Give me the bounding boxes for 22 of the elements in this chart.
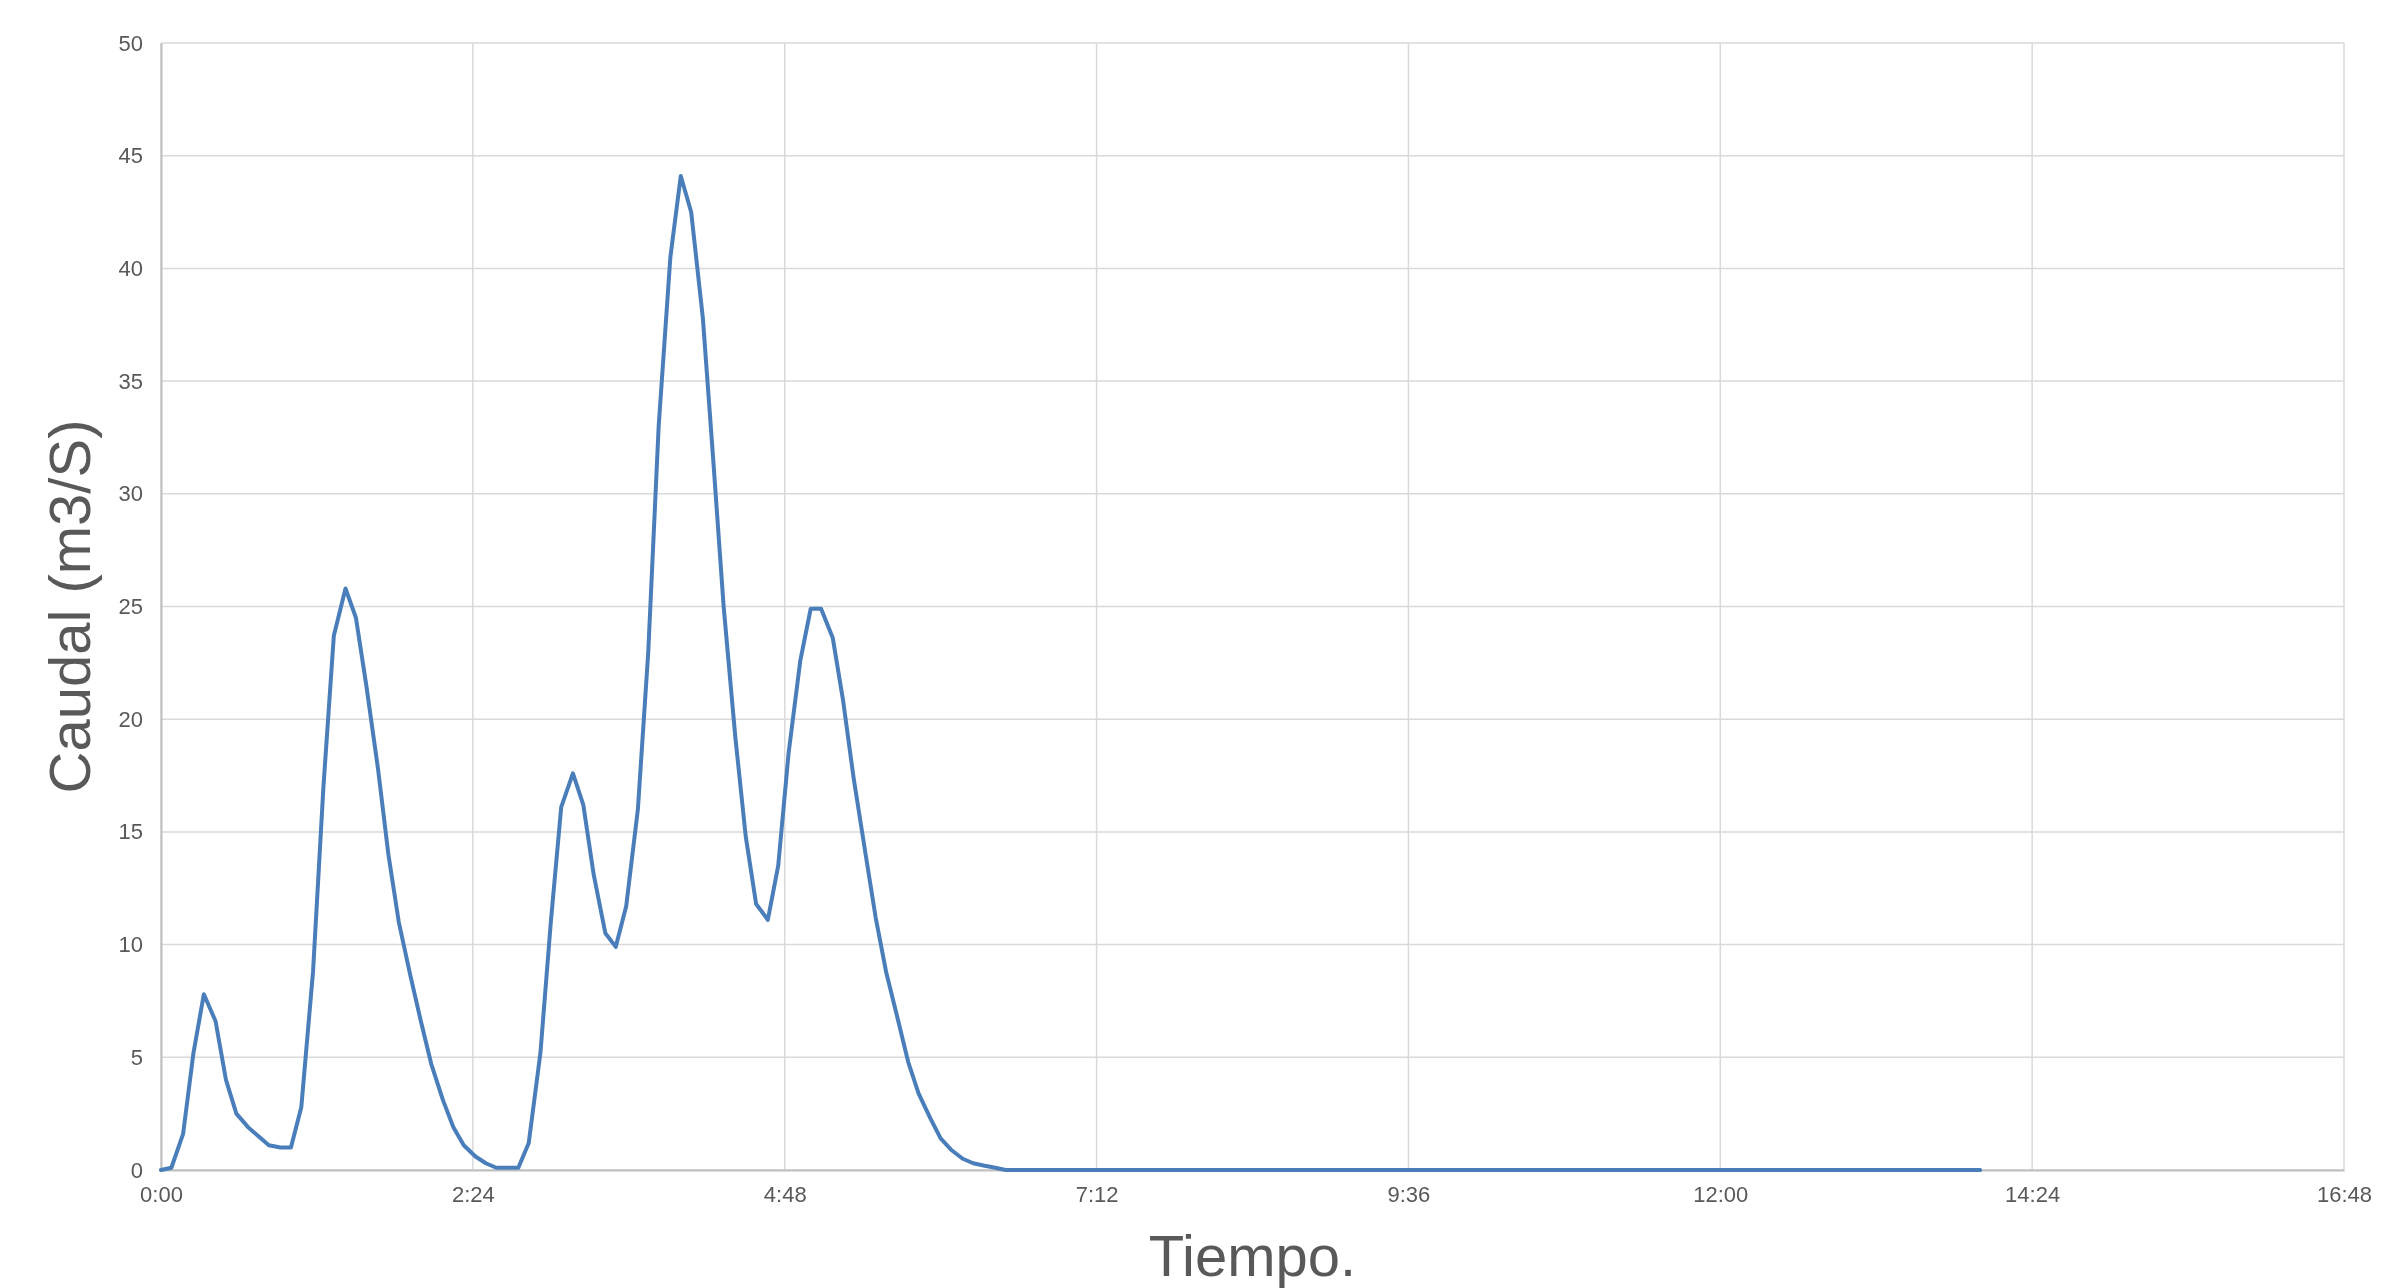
x-tick-label: 9:36 [1387, 1181, 1431, 1207]
x-tick-label: 4:48 [763, 1181, 807, 1207]
x-tick-label: 12:00 [1693, 1181, 1749, 1207]
x-tick-label: 16:48 [2316, 1181, 2373, 1207]
x-tick-label: 7:12 [1075, 1181, 1119, 1207]
y-tick-label: 35 [118, 368, 143, 394]
y-tick-label: 45 [118, 143, 143, 169]
y-axis-title: Caudal (m3/S) [37, 419, 102, 794]
y-tick-label: 30 [118, 481, 143, 507]
y-tick-label: 0 [130, 1157, 143, 1183]
x-tick-label: 14:24 [2005, 1181, 2061, 1207]
x-tick-label: 2:24 [451, 1181, 495, 1207]
y-tick-label: 5 [130, 1044, 143, 1070]
y-tick-label: 20 [118, 706, 143, 732]
y-tick-label: 25 [118, 594, 143, 620]
y-tick-label: 50 [118, 30, 143, 56]
x-tick-label: 0:00 [140, 1181, 183, 1207]
line-series [159, 173, 1983, 1172]
y-tick-label: 10 [118, 932, 143, 958]
x-axis-title: Tiempo. [1148, 1223, 1357, 1288]
y-tick-label: 15 [118, 819, 143, 845]
y-tick-label: 40 [118, 255, 143, 281]
